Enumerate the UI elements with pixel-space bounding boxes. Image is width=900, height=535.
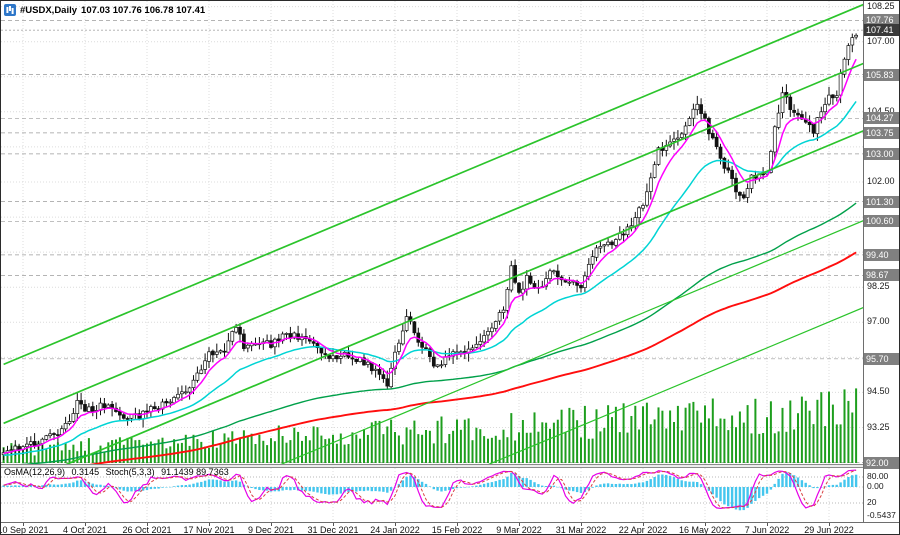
price-axis-label: 105.83 <box>864 68 899 81</box>
price-axis-label: 99.40 <box>864 248 899 261</box>
price-axis-label: 101.30 <box>864 195 899 208</box>
date-tick <box>394 523 396 526</box>
ohlc-values: 107.03 107.76 106.78 107.41 <box>81 4 206 16</box>
date-label: 31 Mar 2022 <box>555 525 607 535</box>
date-tick <box>642 523 644 526</box>
date-label: 29 Jun 2022 <box>804 525 854 535</box>
indicator-axis-label: -0.5437 <box>867 509 896 520</box>
date-tick <box>518 523 520 526</box>
date-tick <box>270 523 272 526</box>
chart-plot-area[interactable]: #USDX,Daily 107.03 107.76 106.78 107.41 … <box>1 1 863 522</box>
price-axis-label: 97.00 <box>867 316 890 327</box>
price-axis-label: 93.25 <box>867 421 890 432</box>
price-axis-label: 98.25 <box>867 281 890 292</box>
date-label: 22 Apr 2022 <box>618 525 668 535</box>
date-tick <box>704 523 706 526</box>
date-tick <box>146 523 148 526</box>
date-label: 26 Oct 2021 <box>122 525 172 535</box>
date-label: 7 Jun 2022 <box>744 525 790 535</box>
date-label: 16 May 2022 <box>678 525 732 535</box>
date-label: 9 Dec 2021 <box>247 525 295 535</box>
date-label: 9 Mar 2022 <box>496 525 542 535</box>
price-axis-label: 92.00 <box>864 456 899 469</box>
date-label: 24 Jan 2022 <box>370 525 420 535</box>
date-label: 4 Oct 2021 <box>62 525 108 535</box>
date-label: 15 Feb 2022 <box>431 525 483 535</box>
price-axis-label: 103.00 <box>864 147 899 160</box>
price-axis-label: 95.70 <box>864 352 899 365</box>
price-axis-label: 104.50 <box>867 105 895 116</box>
price-axis-label: 104.27 <box>864 112 899 125</box>
price-axis-label: 102.00 <box>867 176 895 186</box>
candlestick-chart[interactable] <box>1 1 863 522</box>
date-axis[interactable]: 10 Sep 2021 4 Oct 2021 26 Oct 2021 17 Nov 2… <box>0 522 899 535</box>
date-tick <box>456 523 458 526</box>
symbol-icon <box>4 4 16 16</box>
price-axis-label: 100.60 <box>864 215 899 228</box>
price-axis-label: 107.41 <box>864 24 899 37</box>
date-tick <box>332 523 334 526</box>
date-tick <box>84 523 86 526</box>
price-axis-label: 98.67 <box>864 269 899 282</box>
price-axis-label: 107.00 <box>867 35 895 46</box>
panel-splitter[interactable] <box>1 462 863 469</box>
stoch-values: 91.1439 89.7363 <box>161 467 229 477</box>
date-tick <box>22 523 24 526</box>
price-axis[interactable]: 108.25 107.76 107.41 107.00 105.83 104.50 104.… <box>863 0 899 522</box>
date-label: 31 Dec 2021 <box>307 525 359 535</box>
indicator-axis-label: 80.00 <box>867 471 889 481</box>
price-axis-label: 94.50 <box>867 386 890 397</box>
date-tick <box>580 523 582 526</box>
indicator-labels: OsMA(12,26,9) 0.3145 Stoch(5,3,3) 91.143… <box>4 467 233 477</box>
date-tick <box>766 523 768 526</box>
price-axis-label: 103.75 <box>864 126 899 139</box>
osma-value: 0.3145 <box>71 467 100 477</box>
indicator-axis-label: 20 <box>867 497 877 507</box>
stoch-label: Stoch(5,3,3) <box>105 467 155 477</box>
date-label: 17 Nov 2021 <box>183 525 235 535</box>
date-tick <box>828 523 830 526</box>
price-axis-label: 108.25 <box>867 0 895 11</box>
price-axis-label: 107.76 <box>864 14 899 27</box>
date-tick <box>208 523 210 526</box>
chart-title: #USDX,Daily 107.03 107.76 106.78 107.41 <box>4 4 205 16</box>
symbol-timeframe-label: #USDX,Daily <box>20 4 78 16</box>
osma-label: OsMA(12,26,9) <box>4 467 66 477</box>
date-label: 10 Sep 2021 <box>0 525 49 535</box>
indicator-axis-label: 0.00 <box>867 481 884 491</box>
